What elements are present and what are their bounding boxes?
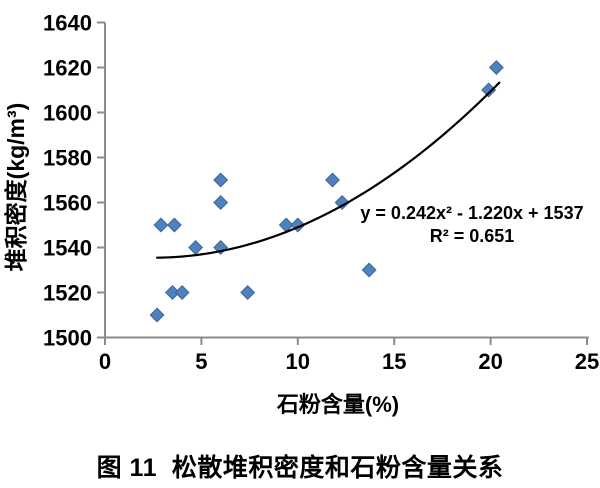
data-point (149, 307, 165, 323)
trendline-equation: y = 0.242x² - 1.220x + 1537 (360, 203, 583, 223)
trendline (155, 81, 501, 259)
x-tick-label: 10 (286, 349, 310, 374)
x-tick-label: 5 (195, 349, 207, 374)
data-point (213, 195, 229, 210)
data-point (188, 240, 204, 255)
y-tick-label: 1620 (43, 56, 92, 81)
data-point (213, 172, 229, 188)
data-point (166, 217, 182, 233)
y-tick-label: 1500 (43, 326, 92, 351)
x-tick-label: 25 (575, 349, 599, 374)
data-point (361, 262, 377, 278)
data-point (325, 172, 340, 188)
y-tick-label: 1560 (43, 191, 92, 216)
y-tick-label: 1640 (43, 11, 92, 36)
figure-caption: 图 11 松散堆积密度和石粉含量关系 (96, 454, 504, 482)
x-tick-label: 20 (478, 349, 502, 374)
y-tick-label: 1600 (43, 101, 92, 126)
x-axis-title: 石粉含量(%) (276, 392, 399, 417)
data-point (174, 285, 190, 300)
x-tick-label: 0 (99, 349, 111, 374)
data-point (153, 217, 169, 233)
data-point (240, 285, 256, 300)
y-axis-title: 堆积密度(kg/m³) (3, 103, 29, 272)
trendline-r-squared: R² = 0.651 (430, 226, 515, 246)
y-tick-label: 1540 (43, 236, 92, 261)
y-tick-label: 1520 (43, 281, 92, 306)
data-point (488, 60, 504, 75)
x-tick-label: 15 (382, 349, 406, 374)
y-tick-label: 1580 (43, 146, 92, 171)
data-point (334, 195, 350, 210)
